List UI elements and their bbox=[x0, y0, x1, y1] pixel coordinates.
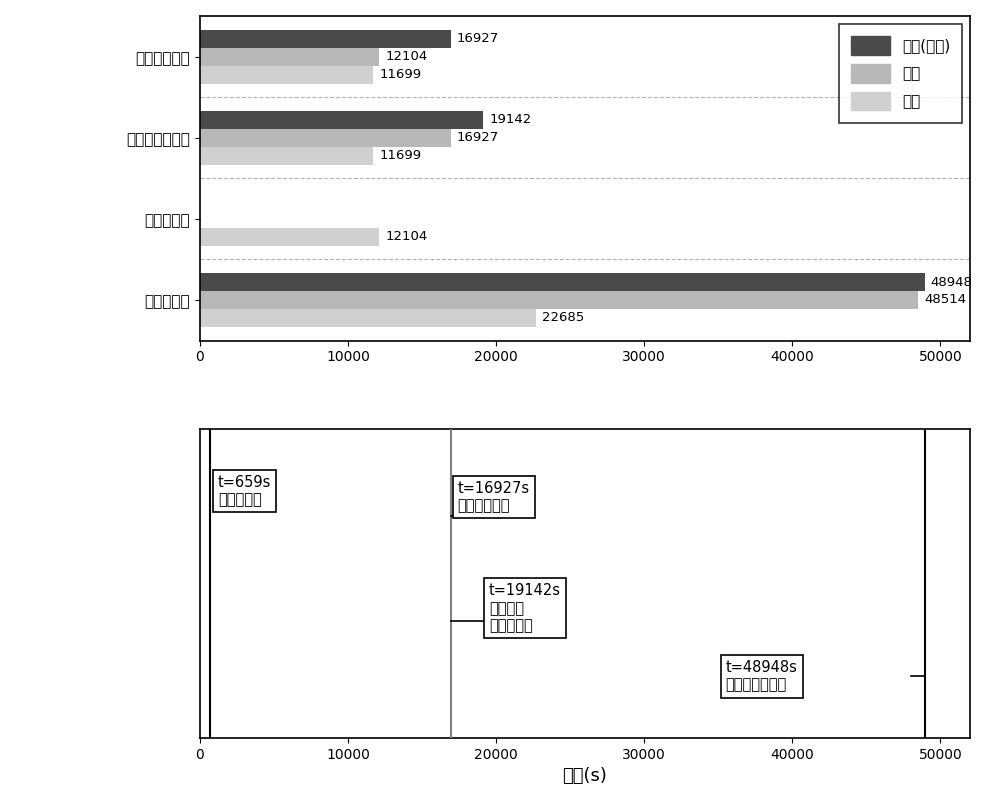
Text: 19142: 19142 bbox=[489, 114, 532, 127]
Bar bbox=[200, 291, 918, 309]
Text: 48514: 48514 bbox=[924, 294, 966, 307]
Bar bbox=[200, 147, 373, 165]
Text: t=16927s
综合策略预警: t=16927s 综合策略预警 bbox=[458, 481, 530, 513]
Bar bbox=[200, 129, 451, 147]
Text: t=659s
内短路起始: t=659s 内短路起始 bbox=[218, 474, 271, 507]
Bar bbox=[200, 273, 925, 291]
Text: t=19142s
荷电状态
一致性预警: t=19142s 荷电状态 一致性预警 bbox=[489, 583, 561, 633]
Bar bbox=[200, 228, 379, 246]
Bar bbox=[200, 111, 483, 129]
Text: 16927: 16927 bbox=[457, 32, 499, 45]
Bar bbox=[200, 309, 536, 327]
Text: 12104: 12104 bbox=[385, 50, 427, 63]
Legend: 严重(预警), 中等, 轻微: 严重(预警), 中等, 轻微 bbox=[839, 24, 962, 122]
Bar bbox=[200, 30, 451, 48]
Text: 48948: 48948 bbox=[931, 276, 973, 289]
Text: 11699: 11699 bbox=[379, 68, 421, 81]
X-axis label: 时间(s): 时间(s) bbox=[563, 767, 607, 785]
Text: 16927: 16927 bbox=[457, 131, 499, 144]
Text: 12104: 12104 bbox=[385, 230, 427, 243]
Text: 11699: 11699 bbox=[379, 149, 421, 162]
Bar bbox=[200, 66, 373, 84]
Text: 22685: 22685 bbox=[542, 311, 584, 324]
Bar bbox=[200, 48, 379, 66]
Text: t=48948s
电压一致性预警: t=48948s 电压一致性预警 bbox=[726, 660, 798, 693]
